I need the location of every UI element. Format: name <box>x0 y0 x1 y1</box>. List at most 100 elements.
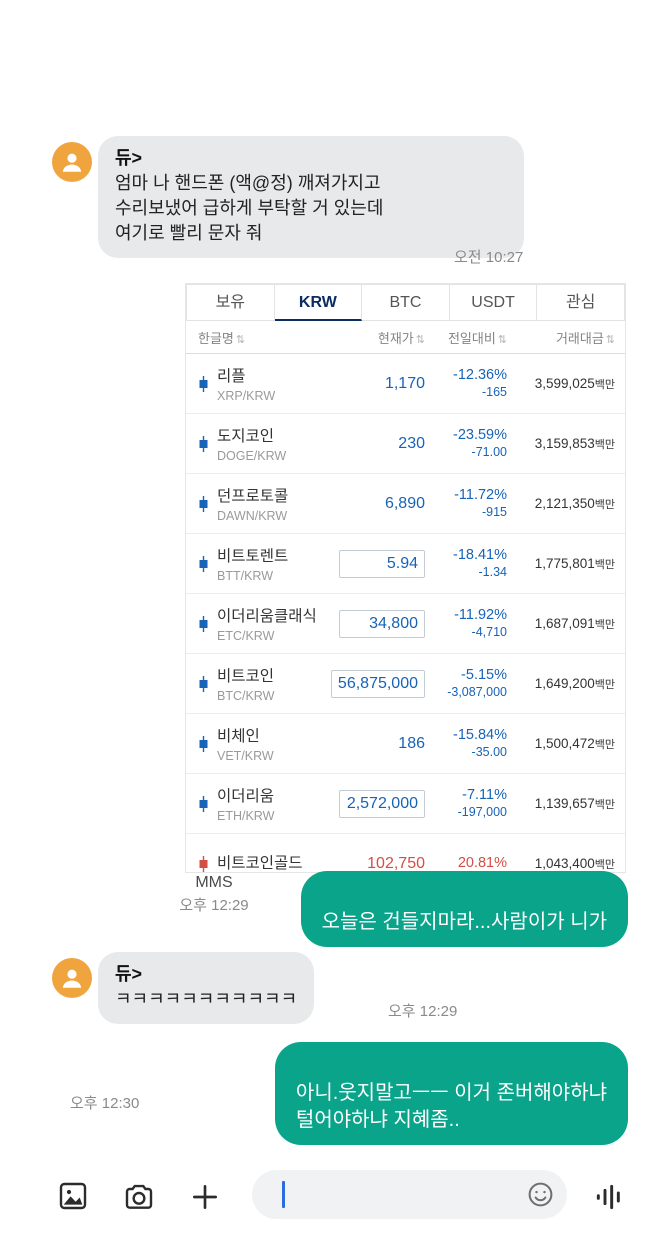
coin-volume: 1,500,472백만 <box>534 735 615 751</box>
crypto-tab-bar: 보유 KRW BTC USDT 관심 <box>186 284 625 321</box>
coin-row: 이더리움클래식 ETC/KRW 34,800 -11.92% -4,710 1,68… <box>186 594 625 654</box>
sender-name: 듀> <box>115 148 143 168</box>
mms-image-attachment[interactable]: 보유 KRW BTC USDT 관심 한글명 ⇅ 현재가 ⇅ 전일대비 ⇅ 거래대금 ⇅… <box>185 283 626 873</box>
coin-volume: 2,121,350백만 <box>534 495 615 511</box>
candle-icon <box>198 375 209 392</box>
avatar[interactable] <box>52 958 92 998</box>
candle-icon <box>198 735 209 752</box>
coin-volume: 1,775,801백만 <box>534 555 615 571</box>
coin-ticker: DOGE/KRW <box>217 449 287 463</box>
coin-change-percent: -23.59% <box>452 426 507 443</box>
coin-price: 1,170 <box>384 374 425 392</box>
coin-price: 56,875,000 <box>330 669 425 698</box>
coin-price: 230 <box>398 434 425 452</box>
coin-row: 비트코인골드 102,750 20.81% 1,043,400백만 <box>186 834 625 872</box>
coin-change-amount: -3,087,000 <box>447 684 507 699</box>
sort-icon: ⇅ <box>605 333 615 346</box>
sender-name: 듀> <box>115 964 143 984</box>
coin-price: 102,750 <box>367 854 425 872</box>
candle-icon <box>198 615 209 632</box>
coin-name: 던프로토콜 <box>217 488 289 505</box>
message-text: 오늘은 건들지마라...사람이가 니가 <box>321 911 607 933</box>
coin-ticker: VET/KRW <box>217 749 274 763</box>
coin-change-amount: -71.00 <box>471 444 507 459</box>
candle-icon <box>198 555 209 572</box>
emoji-icon[interactable] <box>526 1180 555 1209</box>
message-text: ㅋㅋㅋㅋㅋㅋㅋㅋㅋㅋㅋ <box>115 989 298 1009</box>
tab-krw: KRW <box>274 284 363 321</box>
coin-volume: 3,159,853백만 <box>534 435 615 451</box>
coin-row: 이더리움 ETH/KRW 2,572,000 -7.11% -197,000 1,1… <box>186 774 625 834</box>
sort-icon: ⇅ <box>497 333 507 346</box>
coin-ticker: XRP/KRW <box>217 389 276 403</box>
coin-change-amount: -35.00 <box>471 744 507 759</box>
coin-name: 이더리움클래식 <box>217 608 317 625</box>
coin-price: 6,890 <box>384 494 425 512</box>
person-icon <box>59 149 85 175</box>
message-bubble-sent: 오늘은 건들지마라...사람이가 니가 <box>300 871 628 947</box>
timestamp: 오전 10:27 <box>454 249 524 266</box>
coin-change-percent: 20.81% <box>457 855 507 871</box>
candle-icon <box>198 855 209 872</box>
coin-change-amount: -4,710 <box>471 624 507 639</box>
coin-change-amount: -1.34 <box>478 564 508 579</box>
coin-row: 비트토렌트 BTT/KRW 5.94 -18.41% -1.34 1,775,801… <box>186 534 625 594</box>
candle-icon <box>198 495 209 512</box>
coin-volume: 1,043,400백만 <box>534 855 615 871</box>
coin-change-percent: -15.84% <box>452 726 507 743</box>
coin-name: 비체인 <box>217 728 260 745</box>
timestamp: 오후 12:29 <box>388 1003 458 1020</box>
market-table-header: 한글명 ⇅ 현재가 ⇅ 전일대비 ⇅ 거래대금 ⇅ <box>186 321 625 354</box>
sort-icon: ⇅ <box>235 333 246 346</box>
text-cursor <box>282 1181 285 1208</box>
coin-ticker: BTT/KRW <box>217 569 274 583</box>
message-text: 아니.웃지말고ㅡㅡ 이거 존버해야하냐 털어야하냐 지혜좀.. <box>295 1082 607 1131</box>
coin-change-percent: -11.72% <box>454 486 507 503</box>
coin-volume: 1,139,657백만 <box>534 795 615 811</box>
gallery-icon[interactable] <box>57 1180 89 1212</box>
avatar[interactable] <box>52 142 92 182</box>
coin-ticker: BTC/KRW <box>217 689 275 703</box>
coin-volume: 3,599,025백만 <box>534 375 615 391</box>
coin-row: 도지코인 DOGE/KRW 230 -23.59% -71.00 3,159,853… <box>186 414 625 474</box>
coin-ticker: ETH/KRW <box>217 809 275 823</box>
coin-volume: 1,649,200백만 <box>534 675 615 691</box>
candle-icon <box>198 795 209 812</box>
coin-name: 리플 <box>217 368 246 385</box>
person-icon <box>59 965 85 991</box>
mms-label: MMS <box>195 874 233 891</box>
coin-name: 비트코인 <box>217 668 275 685</box>
coin-change-percent: -11.92% <box>454 606 507 623</box>
coin-change-percent: -12.36% <box>452 366 507 383</box>
coin-name: 이더리움 <box>217 788 275 805</box>
sort-icon: ⇅ <box>415 333 425 346</box>
camera-icon[interactable] <box>123 1181 155 1213</box>
candle-icon <box>198 675 209 692</box>
coin-change-percent: -7.11% <box>462 786 507 803</box>
coin-ticker: DAWN/KRW <box>217 509 288 523</box>
voice-waveform-icon[interactable] <box>593 1181 625 1213</box>
candle-icon <box>198 435 209 452</box>
coin-price: 5.94 <box>339 549 425 578</box>
coin-change-amount: -165 <box>481 384 507 399</box>
coin-name: 비트코인골드 <box>217 855 303 872</box>
message-text: 엄마 나 핸드폰 (액@정) 깨져가지고 수리보냈어 급하게 부탁할 거 있는데… <box>115 173 384 243</box>
tab-usdt: USDT <box>449 284 538 321</box>
coin-row: 던프로토콜 DAWN/KRW 6,890 -11.72% -915 2,121,35… <box>186 474 625 534</box>
coin-name: 도지코인 <box>217 428 275 445</box>
coin-price: 2,572,000 <box>339 789 425 818</box>
coin-volume: 1,687,091백만 <box>534 615 615 631</box>
message-input[interactable] <box>252 1170 567 1219</box>
coin-row: 비체인 VET/KRW 186 -15.84% -35.00 1,500,472백만 <box>186 714 625 774</box>
tab-watchlist: 관심 <box>537 284 625 321</box>
coin-change-percent: -18.41% <box>452 546 507 563</box>
tab-btc: BTC <box>362 284 450 321</box>
coin-change-amount: -197,000 <box>457 804 507 819</box>
add-attachment-button[interactable] <box>189 1181 221 1213</box>
message-bubble-sent: 아니.웃지말고ㅡㅡ 이거 존버해야하냐 털어야하냐 지혜좀.. <box>274 1042 628 1145</box>
coin-change-percent: -5.15% <box>461 666 507 683</box>
message-bubble-received: 듀> ㅋㅋㅋㅋㅋㅋㅋㅋㅋㅋㅋ <box>98 952 315 1024</box>
coin-ticker: ETC/KRW <box>217 629 275 643</box>
coin-row: 리플 XRP/KRW 1,170 -12.36% -165 3,599,025백만 <box>186 354 625 414</box>
